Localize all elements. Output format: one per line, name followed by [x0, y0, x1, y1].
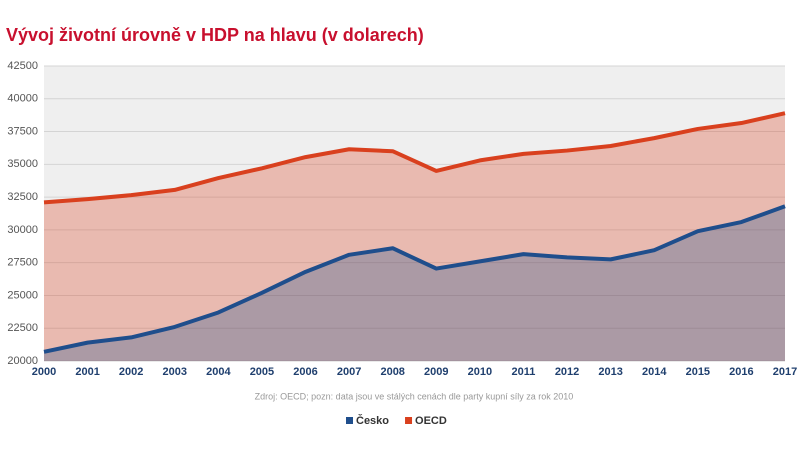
- x-tick-label: 2010: [468, 366, 492, 378]
- plot-background: [44, 66, 785, 361]
- legend-swatch: [405, 417, 413, 424]
- x-tick-label: 2014: [642, 366, 667, 378]
- y-tick-label: 27500: [7, 257, 38, 269]
- legend-label: Česko: [356, 414, 389, 427]
- area: [44, 113, 785, 361]
- y-tick-label: 25000: [7, 289, 38, 301]
- y-tick-label: 37500: [7, 125, 38, 137]
- area: [44, 206, 785, 361]
- y-tick-label: 35000: [7, 158, 38, 170]
- x-tick-label: 2017: [773, 366, 797, 378]
- x-tick-label: 2007: [337, 366, 361, 378]
- y-tick-label: 32500: [7, 191, 38, 203]
- source-note: Zdroj: OECD; pozn: data jsou ve stálých …: [255, 391, 574, 401]
- x-tick-label: 2002: [119, 366, 143, 378]
- line: [43, 111, 786, 205]
- x-tick-label: 2005: [250, 366, 274, 378]
- legend-label: OECD: [415, 415, 447, 427]
- x-tick-label: 2012: [555, 366, 579, 378]
- y-tick-label: 42500: [7, 60, 38, 72]
- y-tick-label: 40000: [7, 93, 38, 105]
- y-tick-label: 22500: [7, 322, 38, 334]
- x-tick-label: 2003: [163, 366, 187, 378]
- x-tick-label: 2009: [424, 366, 448, 378]
- x-tick-label: 2001: [75, 366, 99, 378]
- line: [43, 204, 786, 354]
- legend-swatch: [346, 417, 353, 424]
- x-tick-label: 2008: [380, 366, 404, 378]
- x-tick-label: 2004: [206, 366, 231, 378]
- chart-title: Vývoj životní úrovně v HDP na hlavu (v d…: [6, 25, 424, 45]
- x-tick-label: 2000: [32, 366, 56, 378]
- y-tick-label: 20000: [7, 355, 38, 367]
- x-tick-label: 2016: [729, 366, 753, 378]
- x-tick-label: 2011: [512, 366, 536, 378]
- x-tick-label: 2015: [686, 366, 710, 378]
- y-tick-label: 30000: [7, 224, 38, 236]
- x-tick-label: 2013: [598, 366, 622, 378]
- x-tick-label: 2006: [293, 366, 317, 378]
